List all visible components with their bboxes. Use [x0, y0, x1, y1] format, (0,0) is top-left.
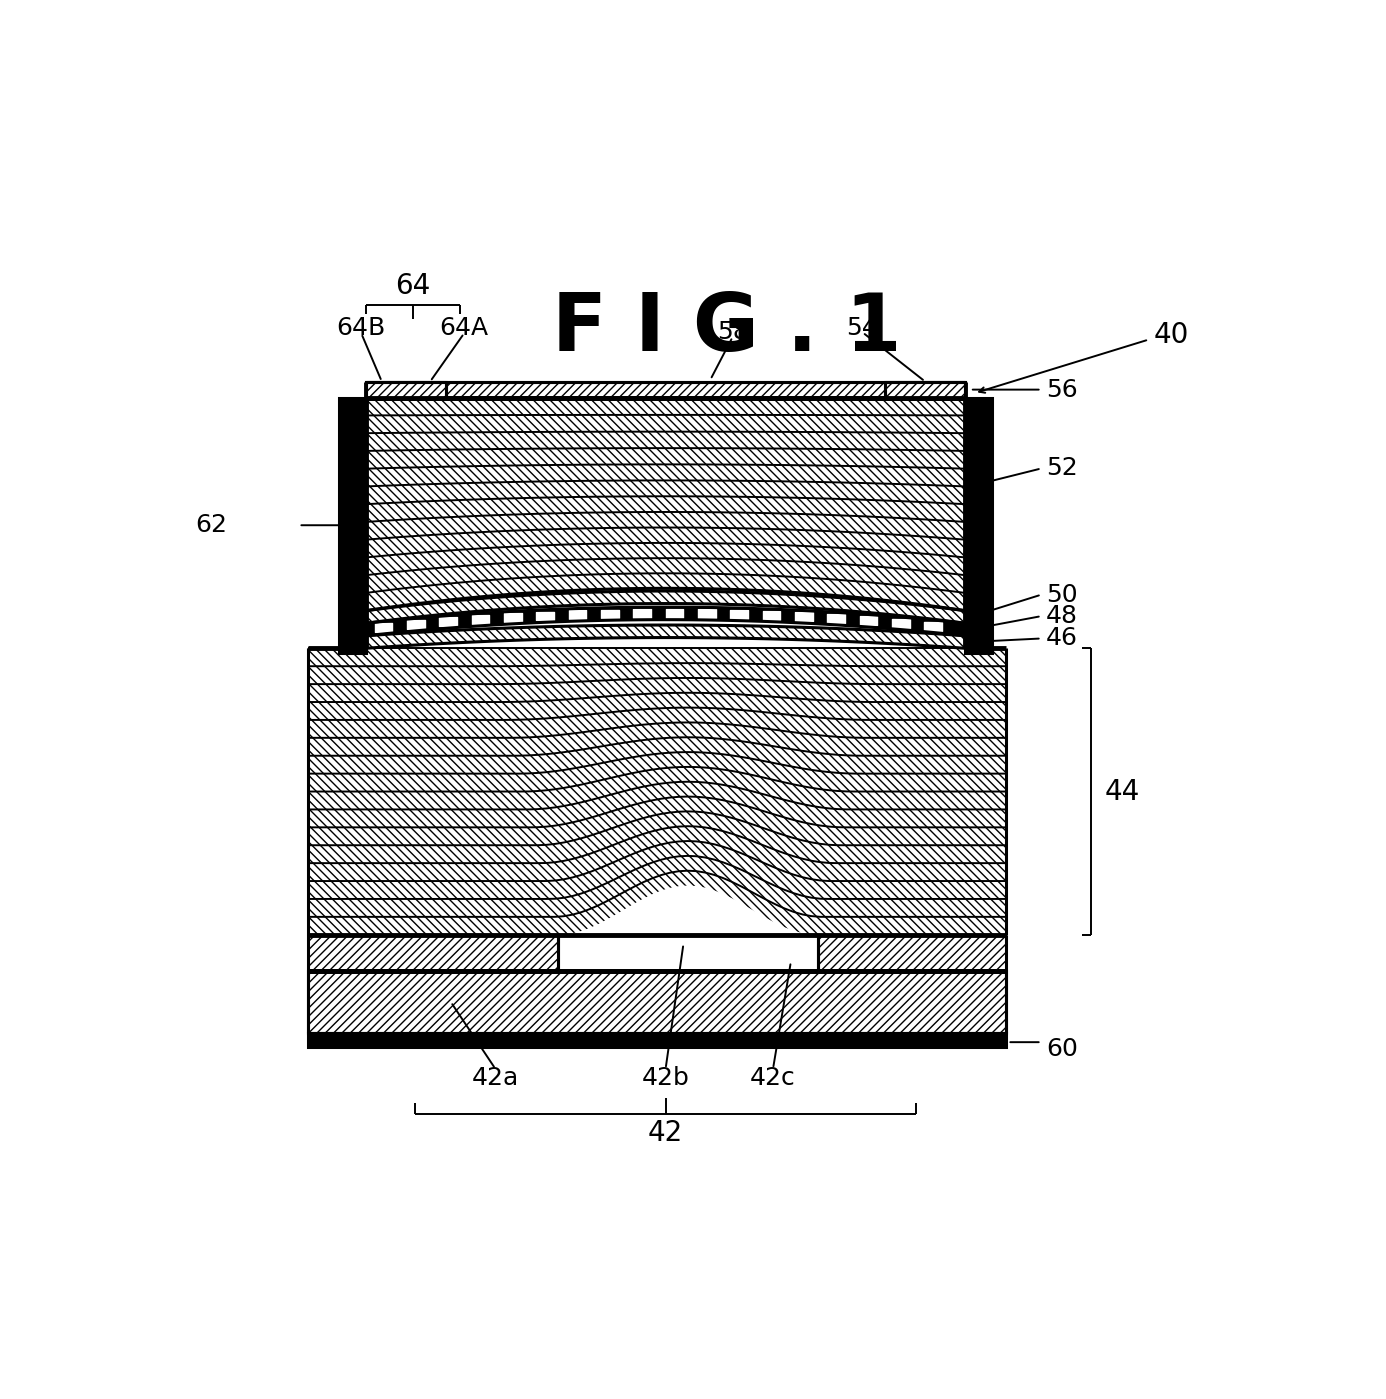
Text: 52: 52: [1046, 456, 1078, 480]
Polygon shape: [366, 497, 966, 522]
Polygon shape: [366, 464, 966, 487]
Polygon shape: [366, 543, 966, 575]
Polygon shape: [308, 722, 1006, 755]
Text: 64: 64: [395, 271, 430, 299]
Text: 46: 46: [1046, 627, 1078, 651]
Polygon shape: [366, 432, 966, 450]
Bar: [884, 382, 966, 397]
Bar: [308, 1034, 1006, 1046]
Text: 54: 54: [847, 316, 879, 340]
Polygon shape: [366, 448, 966, 469]
Polygon shape: [366, 574, 966, 611]
Bar: [308, 935, 559, 971]
Bar: [966, 397, 992, 653]
Polygon shape: [308, 811, 1006, 863]
Polygon shape: [366, 590, 966, 623]
Polygon shape: [308, 693, 1006, 720]
Text: 42a: 42a: [471, 1066, 520, 1090]
Bar: [559, 935, 818, 971]
Text: F I G . 1: F I G . 1: [552, 290, 901, 368]
Polygon shape: [308, 737, 1006, 774]
Polygon shape: [366, 625, 966, 648]
Polygon shape: [308, 796, 1006, 845]
Text: 42c: 42c: [750, 1066, 796, 1090]
Text: 48: 48: [1046, 604, 1078, 628]
Polygon shape: [366, 527, 966, 557]
Text: 42: 42: [647, 1119, 683, 1147]
Polygon shape: [308, 753, 1006, 792]
Polygon shape: [308, 856, 1006, 916]
Polygon shape: [308, 782, 1006, 827]
Text: 58: 58: [717, 320, 748, 344]
Text: 44: 44: [1105, 778, 1139, 806]
Text: 64A: 64A: [439, 316, 489, 340]
Bar: [338, 397, 366, 653]
Polygon shape: [308, 708, 1006, 737]
Polygon shape: [308, 827, 1006, 881]
Polygon shape: [366, 397, 966, 416]
Bar: [366, 382, 446, 397]
Polygon shape: [308, 663, 1006, 684]
Text: 56: 56: [1046, 378, 1078, 402]
Text: 40: 40: [1153, 320, 1189, 348]
Polygon shape: [308, 767, 1006, 810]
Polygon shape: [308, 841, 1006, 900]
Polygon shape: [308, 679, 1006, 702]
Polygon shape: [308, 648, 1006, 666]
Polygon shape: [366, 607, 966, 635]
Polygon shape: [366, 416, 966, 434]
Polygon shape: [366, 512, 966, 540]
Bar: [366, 382, 966, 397]
Text: 60: 60: [1046, 1037, 1078, 1060]
Polygon shape: [366, 480, 966, 504]
Text: 64B: 64B: [337, 316, 385, 340]
Text: 50: 50: [1046, 582, 1078, 607]
Polygon shape: [308, 870, 1006, 935]
Bar: [308, 971, 1006, 1034]
Bar: [818, 935, 1006, 971]
Polygon shape: [366, 558, 966, 593]
Text: 62: 62: [195, 513, 227, 537]
Text: 42b: 42b: [642, 1066, 689, 1090]
